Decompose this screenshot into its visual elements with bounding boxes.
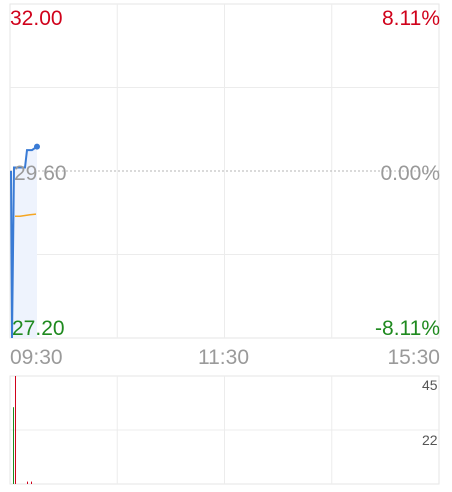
volume-tick-mid: 22	[422, 432, 438, 448]
volume-bar	[13, 407, 14, 484]
y-left-min-label: 27.20	[12, 317, 65, 340]
average-price-line	[15, 213, 37, 217]
y-right-max-label: 8.11%	[382, 7, 440, 30]
volume-bar	[31, 481, 32, 484]
y-left-mid-label: 29.60	[14, 162, 67, 185]
price-area	[10, 143, 40, 339]
x-tick-label-mid: 11:30	[198, 346, 249, 369]
volume-bars	[13, 376, 32, 484]
volume-bar	[27, 481, 28, 484]
y-left-max-label: 32.00	[10, 7, 63, 30]
price-line	[10, 145, 38, 339]
y-right-min-label: -8.11%	[375, 317, 440, 340]
x-tick-label-end: 15:30	[387, 346, 440, 369]
volume-tick-max: 45	[422, 377, 438, 393]
y-right-mid-label: 0.00%	[380, 162, 440, 185]
x-tick-label-start: 09:30	[10, 346, 63, 369]
grid	[9, 3, 440, 485]
price-area-fill	[11, 146, 37, 338]
last-price-dot	[34, 143, 40, 150]
volume-bar	[15, 376, 16, 484]
